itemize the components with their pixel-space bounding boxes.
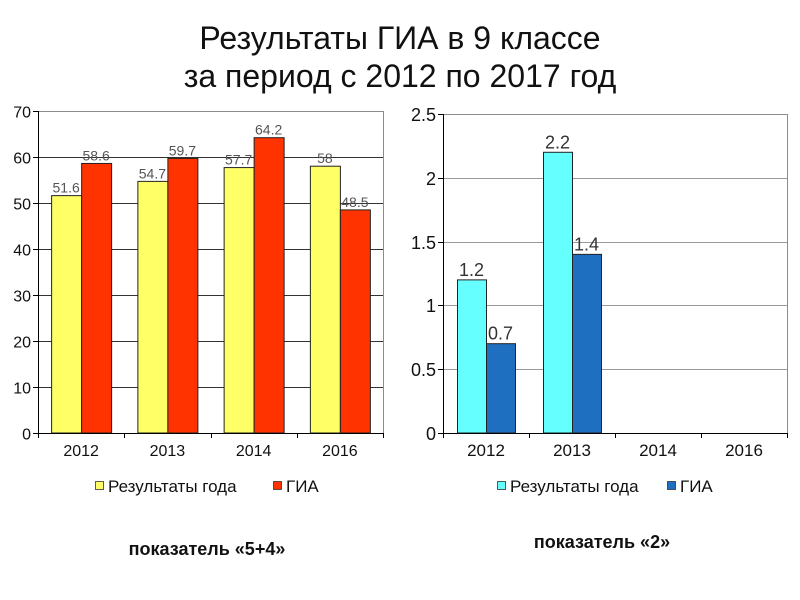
bar-series-1-2012: [51, 195, 83, 434]
x-tick-label: 2012: [63, 443, 99, 460]
y-tick-label: 0.5: [411, 360, 436, 380]
legend-swatch: [95, 481, 104, 490]
y-tick-label: 1.5: [411, 233, 436, 253]
legend-label: ГИА: [286, 477, 319, 496]
y-tick-label: 1: [426, 296, 436, 316]
bar-series-1-2012: [457, 279, 487, 434]
y-tick-label: 20: [13, 334, 31, 351]
legend-label: Результаты года: [108, 477, 237, 496]
x-tick-label: 2016: [322, 443, 358, 460]
x-tick-label: 2014: [236, 443, 272, 460]
y-tick-label: 50: [13, 196, 31, 213]
y-tick-label: 40: [13, 242, 31, 259]
data-label-series-1-2013: 2.2: [545, 132, 570, 152]
chart-caption-2: показатель «2»: [533, 532, 671, 552]
bar-series-2-2013: [572, 253, 602, 434]
bar-series-1-2016: [309, 165, 341, 434]
bar-series-2-2012: [486, 343, 516, 434]
bar-series-2-2014: [253, 137, 285, 434]
x-tick-label: 2014: [639, 441, 677, 460]
x-tick-label: 2012: [467, 441, 505, 460]
legend-label: ГИА: [680, 477, 713, 496]
legend-swatch: [497, 481, 506, 490]
data-label-series-1-2013: 54.7: [139, 165, 166, 181]
chart-indicator-5-4: 0 10 20 30 40 50 60 70 51.6 54.7 57.7 58 58.6 59.7 64.…: [13, 104, 384, 496]
bar-series-1-2013: [543, 151, 573, 434]
x-tick-label: 2013: [150, 443, 186, 460]
data-label-series-2-2014: 64.2: [255, 122, 282, 138]
bar-series-2-2012: [81, 162, 113, 434]
y-tick-label: 2: [426, 169, 436, 189]
slide-title-line-2: за период с 2012 по 2017 год: [183, 58, 617, 94]
x-tick-label: 2016: [725, 441, 763, 460]
legend-swatch: [273, 481, 282, 490]
y-tick-label: 10: [13, 380, 31, 397]
y-tick-label: 0: [22, 426, 31, 443]
x-tick-label: 2013: [553, 441, 591, 460]
bar-series-2-2013: [167, 157, 199, 434]
legend-swatch: [667, 481, 676, 490]
bar-series-1-2014: [223, 167, 255, 434]
chart-caption-5-4: показатель «5+4»: [128, 539, 286, 559]
chart-indicator-2: 0 0.5 1 1.5 2 2.5 1.2 2.2 0.7 1.4 2012 2013 2014 2016…: [411, 105, 788, 496]
slide-title: Результаты ГИА в 9 классе за период с 20…: [0, 19, 800, 95]
data-label-series-1-2016: 58: [317, 150, 333, 166]
slide-title-line-1: Результаты ГИА в 9 классе: [199, 20, 601, 56]
y-tick-label: 2.5: [411, 105, 436, 125]
y-tick-label: 60: [13, 150, 31, 167]
data-label-series-2-2013: 1.4: [574, 234, 599, 254]
data-label-series-2-2013: 59.7: [169, 142, 196, 158]
bar-series-2-2016: [339, 209, 371, 434]
data-label-series-2-2012: 0.7: [488, 324, 513, 344]
data-label-series-2-2016: 48.5: [341, 194, 368, 210]
data-label-series-2-2012: 58.6: [83, 147, 110, 163]
data-label-series-1-2014: 57.7: [225, 152, 252, 168]
legend-label: Результаты года: [510, 477, 639, 496]
data-label-series-1-2012: 1.2: [459, 260, 484, 280]
y-tick-label: 0: [426, 424, 436, 444]
bar-series-1-2013: [137, 180, 169, 434]
y-tick-label: 70: [13, 104, 31, 121]
data-label-series-1-2012: 51.6: [53, 180, 80, 196]
y-tick-label: 30: [13, 288, 31, 305]
